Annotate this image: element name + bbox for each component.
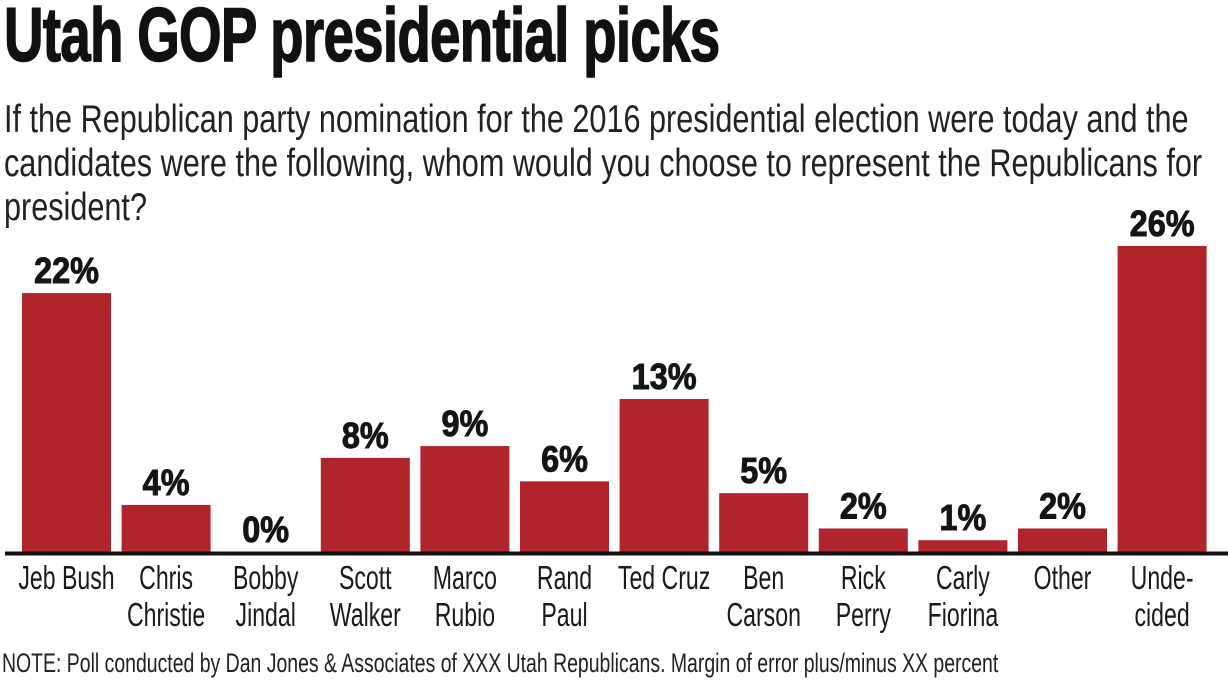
tick-label: Rand (537, 560, 592, 597)
data-label: 1% (939, 499, 986, 539)
data-label: 6% (541, 440, 588, 480)
tick-label: Carly (936, 560, 990, 597)
bar (1117, 246, 1207, 552)
tick-label: Scott (339, 560, 392, 597)
tick-label: Ted Cruz (618, 560, 710, 597)
data-label: 13% (632, 357, 697, 397)
tick-label: Jeb Bush (18, 560, 114, 597)
tick-label: Fiorina (928, 597, 999, 634)
bar (520, 481, 609, 552)
chart-title: Utah GOP presidential picks (3, 0, 720, 79)
tick-label: Carson (726, 597, 800, 634)
chart-subtitle: If the Republican party nomination for t… (4, 98, 1203, 229)
tick-label: Chris (139, 560, 193, 597)
bar (719, 493, 809, 552)
bar (619, 399, 709, 552)
tick-label: Christie (127, 597, 205, 634)
data-label: 4% (143, 463, 190, 503)
bar (320, 457, 410, 552)
tick-label: Rick (841, 560, 887, 597)
tick-label: Ben (743, 560, 784, 597)
bar (918, 540, 1008, 552)
tick-label: Paul (541, 597, 587, 634)
data-label: 2% (1039, 487, 1086, 527)
data-label: 0% (242, 510, 289, 550)
tick-label: cided (1135, 597, 1190, 634)
tick-label: Marco (433, 560, 497, 597)
tick-label: Bobby (233, 560, 299, 597)
tick-label: Other (1034, 560, 1092, 597)
tick-label: Perry (836, 597, 892, 634)
bar (420, 446, 510, 552)
data-label: 22% (34, 252, 99, 292)
tick-label: Unde- (1131, 560, 1194, 597)
data-label: 8% (342, 416, 389, 456)
bar (22, 293, 111, 552)
chart-note: NOTE: Poll conducted by Dan Jones & Asso… (2, 648, 999, 678)
data-label: 5% (740, 452, 787, 492)
data-label: 9% (441, 405, 488, 445)
tick-label: Walker (330, 597, 401, 634)
tick-label: Jindal (236, 597, 296, 634)
bar (1018, 528, 1107, 552)
tick-label: Rubio (435, 597, 495, 634)
data-label: 2% (840, 487, 887, 527)
bar (121, 504, 211, 552)
bar (818, 528, 908, 552)
data-label: 26% (1130, 204, 1195, 244)
